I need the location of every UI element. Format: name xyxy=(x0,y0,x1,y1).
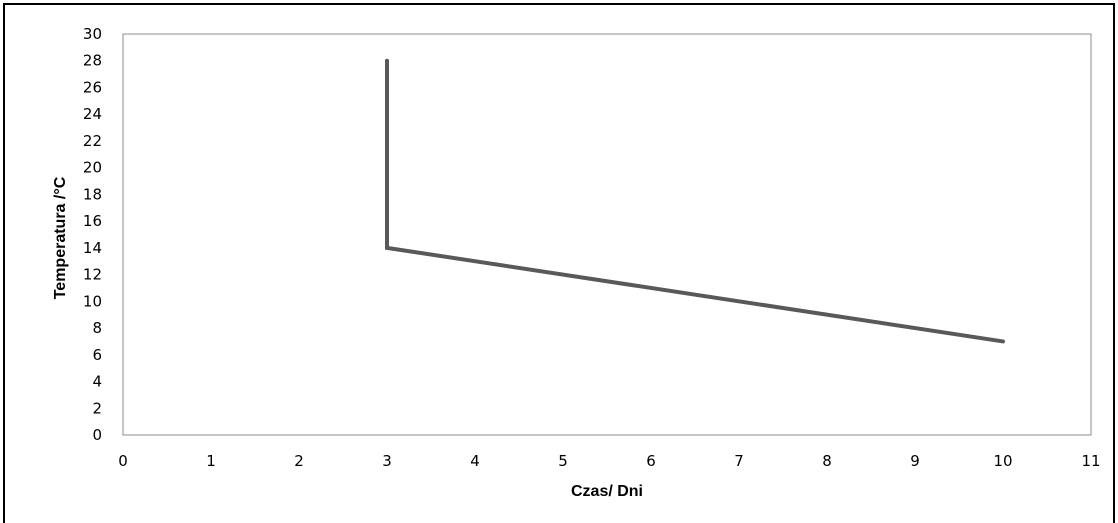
x-tick-label: 11 xyxy=(1081,452,1100,470)
y-tick-label: 2 xyxy=(92,399,102,417)
y-tick-label: 6 xyxy=(92,346,102,364)
x-tick-label: 2 xyxy=(294,452,304,470)
y-tick-label: 18 xyxy=(83,185,102,203)
x-tick-label: 8 xyxy=(822,452,832,470)
x-tick-label: 1 xyxy=(206,452,216,470)
y-tick-label: 14 xyxy=(83,239,102,257)
series-layer xyxy=(385,58,1005,344)
chart-frame xyxy=(3,3,1115,523)
y-tick-label: 12 xyxy=(83,266,102,284)
y-tick-label: 0 xyxy=(92,426,102,444)
y-tick-label: 24 xyxy=(83,105,102,123)
x-tick-label: 0 xyxy=(118,452,128,470)
y-tick-label: 8 xyxy=(92,319,102,337)
y-tick-label: 26 xyxy=(83,78,102,96)
x-axis-ticks: 0 1 2 3 4 5 6 7 8 9 10 11 xyxy=(118,452,1100,470)
x-tick-label: 6 xyxy=(646,452,656,470)
y-tick-label: 10 xyxy=(83,292,102,310)
x-axis-title: Czas/ Dni xyxy=(571,483,643,500)
y-axis-title: Temperatura /°C xyxy=(52,176,69,299)
x-tick-label: 4 xyxy=(470,452,480,470)
x-tick-label: 5 xyxy=(558,452,568,470)
y-tick-label: 4 xyxy=(92,373,102,391)
y-tick-label: 22 xyxy=(83,132,102,150)
x-tick-label: 7 xyxy=(734,452,744,470)
y-tick-label: 30 xyxy=(83,25,102,43)
y-tick-label: 16 xyxy=(83,212,102,230)
x-tick-label: 9 xyxy=(910,452,920,470)
plot-area xyxy=(122,33,1092,436)
y-tick-label: 20 xyxy=(83,159,102,177)
x-tick-label: 3 xyxy=(382,452,392,470)
x-tick-label: 10 xyxy=(993,452,1012,470)
y-tick-label: 28 xyxy=(83,52,102,70)
series-line xyxy=(385,58,1005,344)
